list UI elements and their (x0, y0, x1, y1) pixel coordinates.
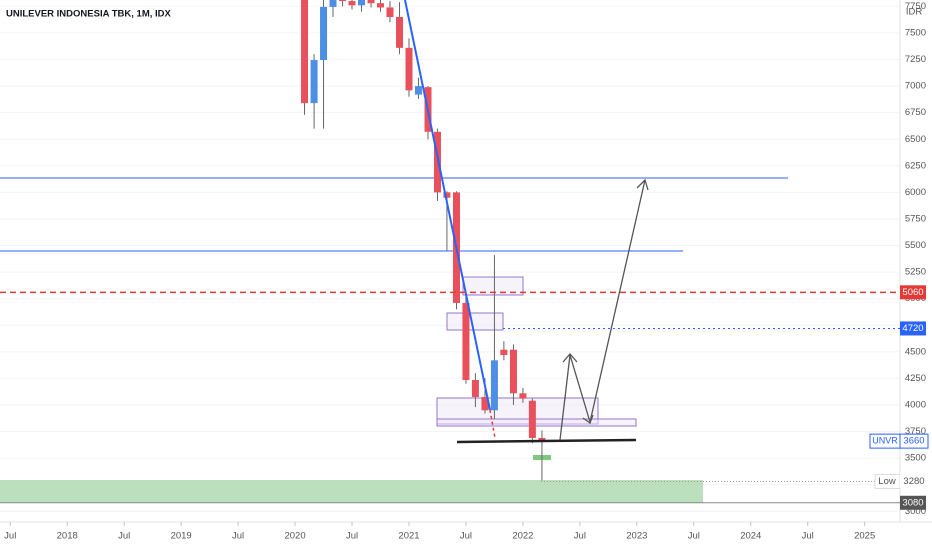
candle-body (538, 437, 546, 442)
x-tick-label: 2019 (171, 531, 192, 542)
candle-body (339, 0, 347, 2)
price-tag (900, 495, 926, 510)
projection-path (559, 179, 646, 441)
x-tick-label: Jul (118, 531, 130, 542)
y-tick-label: 5250 (905, 267, 926, 278)
x-tick-label: Jul (688, 531, 700, 542)
y-tick-label: 7250 (905, 54, 926, 65)
y-tick-label: 6250 (905, 160, 926, 171)
x-tick-label: Jul (574, 531, 586, 542)
y-tick-label: 4000 (905, 400, 926, 411)
demand-zone (0, 480, 703, 503)
price-tag (899, 433, 929, 449)
y-tick-label: 4250 (905, 373, 926, 384)
candle-body (348, 1, 356, 6)
y-tick-label: 5750 (905, 213, 926, 224)
chart-title: UNILEVER INDONESIA TBK, 1M, IDX (6, 9, 172, 20)
candle-body (433, 131, 441, 193)
candle-body (528, 400, 536, 438)
price-tag-label: 5060 (902, 287, 923, 298)
trend-line (489, 409, 496, 439)
x-tick-label: Jul (802, 531, 814, 542)
candle-body (500, 349, 508, 356)
y-tick-label: 5500 (905, 240, 926, 251)
arrow-head (562, 353, 578, 363)
arrow-head (636, 178, 649, 191)
price-tag-label: 3280 (903, 476, 924, 487)
y-tick-label: 3750 (905, 426, 926, 437)
candle-body (310, 60, 318, 104)
x-tick-label: Jul (4, 531, 16, 542)
candle-body (481, 397, 489, 411)
x-tick-label: 2023 (626, 531, 647, 542)
y-tick-label: 7000 (905, 81, 926, 92)
candle-body (414, 86, 422, 95)
y-tick-label: 6000 (905, 187, 926, 198)
y-tick-label: 7750 (905, 1, 926, 12)
y-tick-label: 4500 (905, 346, 926, 357)
candle-body (357, 0, 365, 6)
candle-body (320, 6, 328, 61)
drawings (404, 0, 649, 444)
price-tag (900, 474, 928, 489)
price-tag (900, 321, 926, 336)
x-tick-label: 2018 (57, 531, 78, 542)
box (462, 276, 524, 296)
y-tick-label: 6750 (905, 107, 926, 118)
candle-body (367, 0, 375, 4)
candle-body (443, 192, 451, 198)
x-tick-label: Jul (346, 531, 358, 542)
y-tick-label: 7500 (905, 27, 926, 38)
currency: IDR (906, 7, 923, 18)
candle-body (519, 393, 527, 399)
price-tag-label: 3660 (903, 436, 924, 447)
candle-body (462, 302, 470, 381)
x-tick-label: 2021 (398, 531, 419, 542)
candle-body (405, 47, 413, 91)
y-tick-label: 3000 (905, 506, 926, 517)
candle-body (386, 7, 394, 18)
support-line (456, 438, 637, 444)
low-label: Low (878, 476, 896, 487)
price-tag-label: 4720 (902, 323, 923, 334)
y-tick-label: 3500 (905, 453, 926, 464)
arrow-head (582, 414, 594, 425)
trend-line (404, 0, 491, 411)
candle-body (490, 360, 498, 411)
symbol-label: UNVR (872, 436, 898, 446)
x-tick-label: 2025 (854, 531, 875, 542)
x-tick-label: 2022 (512, 531, 533, 542)
y-tick-label: 6500 (905, 134, 926, 145)
price-tag (900, 285, 926, 300)
x-tick-label: 2024 (740, 531, 761, 542)
candle-body (377, 3, 385, 8)
candle-body (509, 349, 517, 394)
box (446, 312, 504, 331)
candle-body (471, 380, 479, 398)
candle-body (396, 17, 404, 48)
price-tag-label: 3080 (902, 497, 923, 508)
x-tick-label: Jul (460, 531, 472, 542)
candle-body (329, 0, 337, 7)
x-tick-label: 2020 (284, 531, 305, 542)
candle-body (301, 0, 309, 104)
plot-area (0, 0, 900, 512)
x-tick-label: Jul (232, 531, 244, 542)
box (436, 418, 637, 427)
